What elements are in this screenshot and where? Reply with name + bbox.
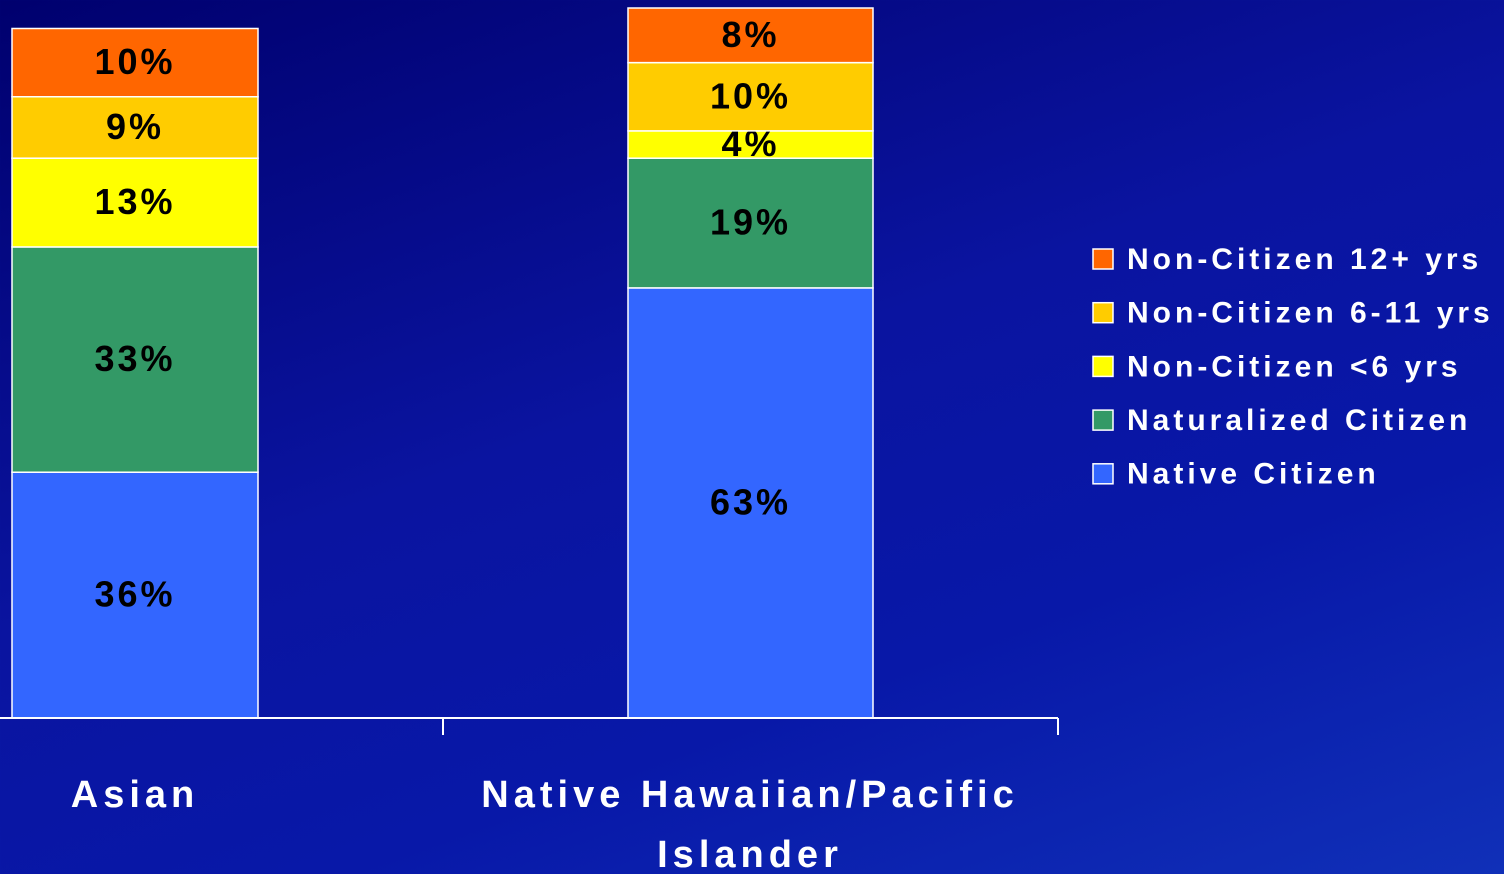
legend-swatch: [1092, 463, 1114, 485]
legend-label: Non-Citizen 12+ yrs: [1127, 243, 1482, 276]
bar-segment: [627, 157, 874, 289]
data-label: 33%: [94, 338, 175, 379]
data-label: 19%: [710, 202, 791, 243]
legend-label: Non-Citizen <6 yrs: [1127, 350, 1462, 383]
bar-segment: [627, 7, 874, 64]
bar-segment: [11, 471, 259, 719]
x-tick-label: Asian: [70, 774, 200, 816]
legend-swatch: [1092, 355, 1114, 378]
bar-segment: [11, 96, 259, 159]
legend-swatch: [1092, 301, 1114, 324]
data-label: 9%: [106, 106, 164, 147]
legend-swatch: [1092, 409, 1114, 431]
bar-segment: [11, 27, 259, 98]
data-label: 63%: [710, 481, 791, 522]
x-tick-label: Native Hawaiian/Pacific Islander: [481, 774, 1019, 874]
bar-segment: [627, 130, 874, 159]
bar-segment: [627, 287, 874, 719]
bar-segment: [11, 246, 259, 473]
data-label: 36%: [94, 574, 175, 615]
bar-segment: [627, 61, 874, 132]
legend-label: Non-Citizen 6-11 yrs: [1127, 297, 1494, 330]
legend-label: Naturalized Citizen: [1127, 404, 1471, 437]
data-label: 13%: [94, 181, 175, 222]
data-label: 10%: [710, 75, 791, 116]
data-label: 8%: [721, 14, 779, 55]
legend-label: Native Citizen: [1127, 458, 1380, 491]
legend-swatch: [1092, 248, 1114, 270]
data-label: 10%: [94, 41, 175, 82]
